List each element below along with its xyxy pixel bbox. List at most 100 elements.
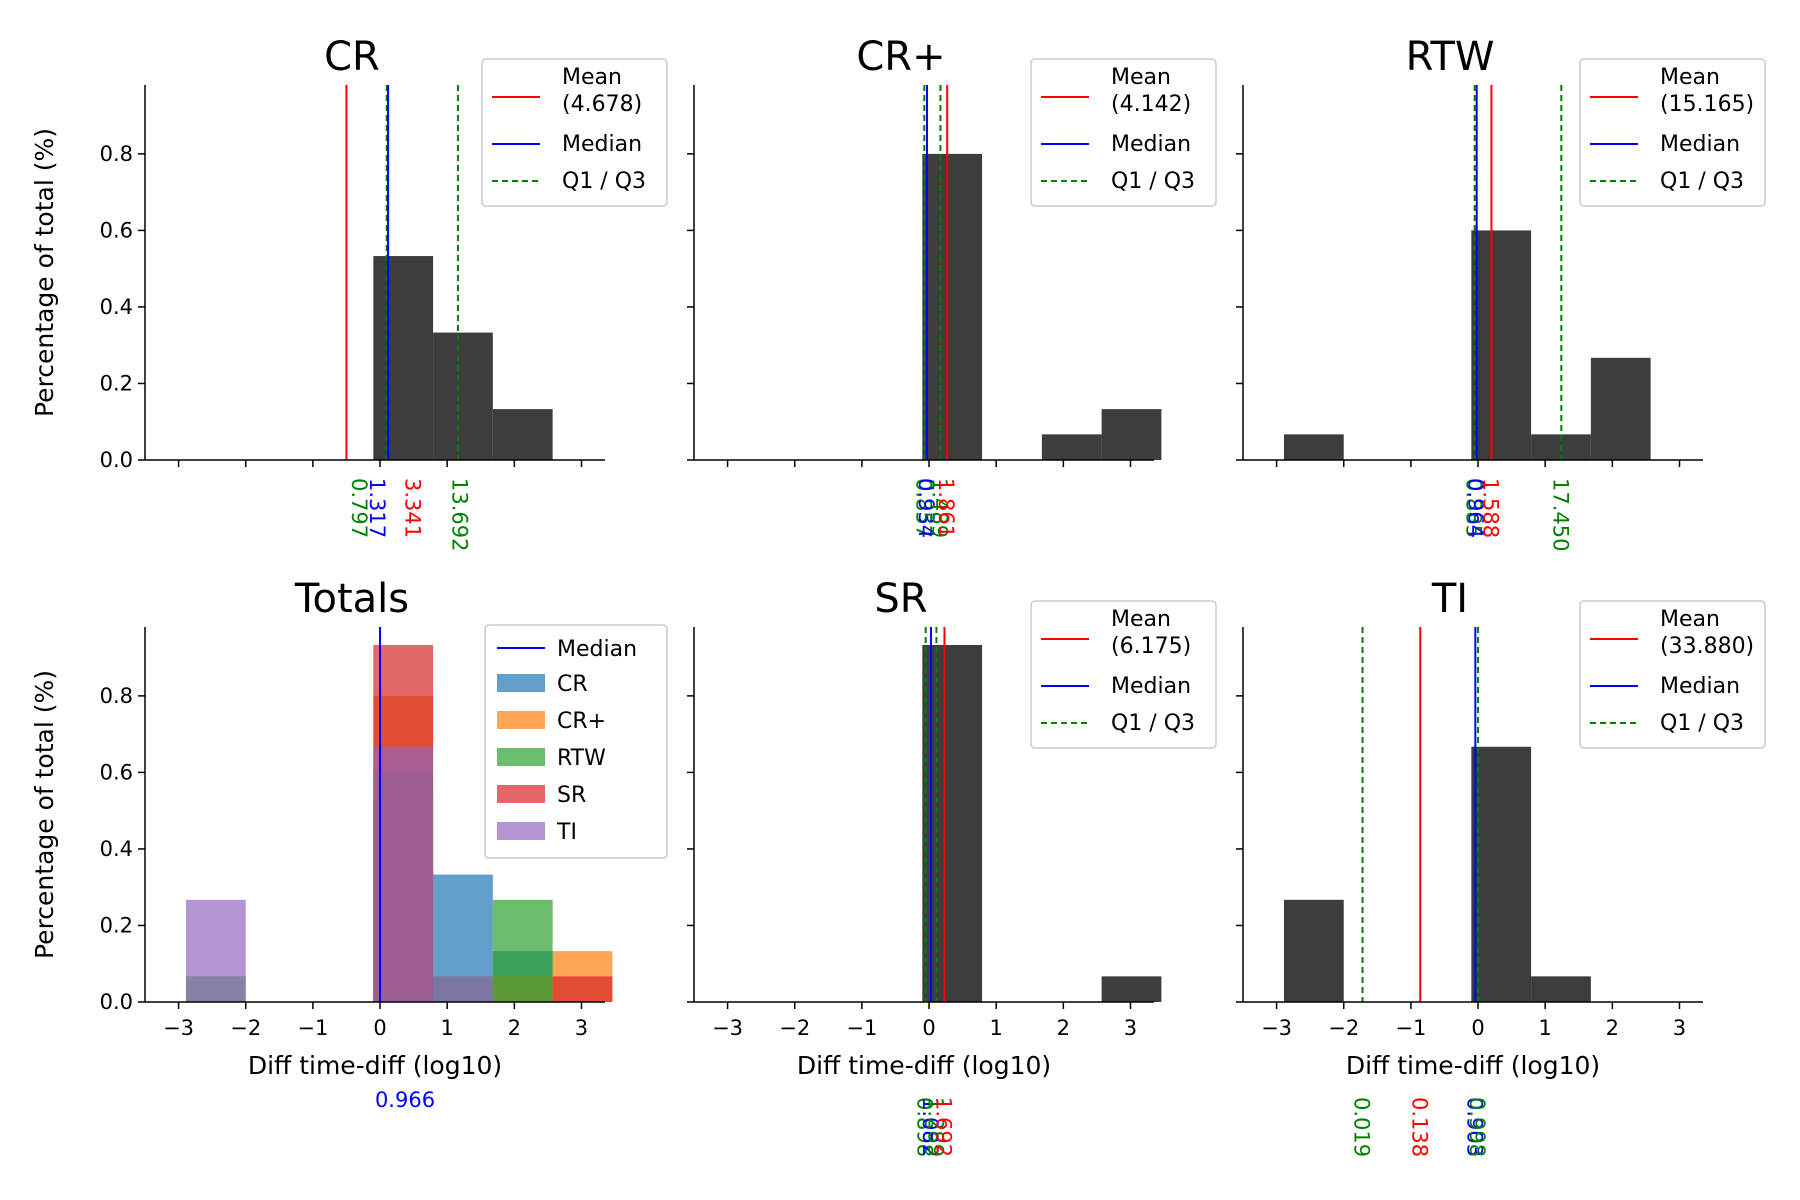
stat-value-label: 0.797 [347,478,371,538]
legend-mean-value: (33.880) [1660,634,1754,659]
chart-title: SR [874,576,927,622]
histogram-bar [433,332,493,460]
legend: Mean(33.880) Median Q1 / Q3 [1579,600,1766,749]
legend-swatch-ti [497,822,545,840]
histogram-bar [1283,899,1344,1002]
panel-sr: SR −3 −2 −1 0 1 2 3 Diff time-diff (log10) 0.8981… [687,576,1217,1157]
y-tick-label: 0.2 [100,371,133,395]
legend-box [1030,58,1217,207]
y-tick-label: 0.4 [100,837,133,861]
legend-box [1579,600,1766,749]
stat-value-label: 0.019 [1350,1097,1374,1157]
histogram-bar [1471,230,1532,460]
y-tick-label: 0.8 [100,142,133,166]
legend-box [1030,600,1217,749]
histogram-bar [1283,434,1344,460]
stat-value-label: 0.885 [1462,478,1486,538]
stat-value-label: 1.082 [918,1097,942,1157]
legend-swatch-sr [497,785,545,803]
y-tick-label: 0.6 [100,218,133,242]
stat-value-label: 17.450 [1548,478,1572,551]
y-tick-label: 0.8 [100,684,133,708]
stat-value-label: 0.857 [911,478,935,538]
legend-mean-value: (6.175) [1111,634,1191,659]
legend-median-label: Median [557,637,637,662]
histogram-bar [1041,434,1102,460]
panel-cr: CR 0.0 0.2 0.4 0.6 0.8 Percentage of total (%)… [30,34,668,551]
legend-swatch-crplus [497,711,545,729]
x-tick-label: 2 [1057,1016,1070,1040]
x-tick-label: −3 [1261,1016,1292,1040]
chart-title: RTW [1406,34,1495,80]
panel-totals: Totals −3 −2 −1 0 1 2 3 0.0 0.2 0.4 0.6 0.8 Percentag… [30,576,668,1112]
stat-value-label: 0.964 [1464,478,1488,538]
x-tick-label: −1 [297,1016,328,1040]
legend-mean-value: (4.142) [1111,92,1191,117]
panel-ti: TI −3 −2 −1 0 1 2 3 Diff time-diff (log10) 0.019 0… [1236,576,1766,1157]
legend: Mean(6.175) Median Q1 / Q3 [1030,600,1217,749]
x-tick-label: 0 [922,1016,935,1040]
chart-title: CR [324,34,380,80]
legend-median-label: Median [1111,132,1191,157]
legend-quartile-label: Q1 / Q3 [1111,711,1195,736]
x-tick-label: 0 [1471,1016,1484,1040]
legend-quartile-label: Q1 / Q3 [1111,169,1195,194]
legend-mean-label: Mean [1111,65,1171,90]
stat-value-label: 0.903 [1462,1097,1486,1157]
histogram-bar [373,256,434,460]
median-value-label: 0.966 [375,1088,435,1112]
legend: Mean(4.678) Median Q1 / Q3 [481,58,668,207]
bar-ti [373,746,434,1002]
stat-value-label: 1.861 [934,478,958,538]
bar-sr [552,976,613,1002]
x-tick-label: 3 [575,1016,588,1040]
histogram-bar [1101,976,1162,1002]
histogram-bar [922,153,983,460]
legend-label-ti: TI [556,820,577,845]
stat-value-label: 0.998 [1465,1097,1489,1157]
x-tick-label: 2 [1606,1016,1619,1040]
histogram-bar [1471,746,1532,1002]
x-tick-label: −2 [1328,1016,1359,1040]
y-tick-label: 0.2 [100,913,133,937]
histogram-bar [1531,976,1591,1002]
chart-title: CR+ [856,34,945,80]
x-tick-label: 1 [990,1016,1003,1040]
bar-rtw [492,899,553,1002]
legend-median-label: Median [1660,132,1740,157]
stat-value-label: 1.317 [365,478,389,538]
x-axis-label: Diff time-diff (log10) [1346,1051,1600,1080]
legend-median-label: Median [562,132,642,157]
legend-label-rtw: RTW [557,746,606,771]
x-tick-label: 2 [508,1016,521,1040]
chart-title: TI [1431,576,1468,622]
y-tick-label: 0.0 [100,448,133,472]
legend-mean-label: Mean [1660,65,1720,90]
legend-mean-label: Mean [1111,607,1171,632]
bar-ti [433,976,493,1002]
x-axis-label: Diff time-diff (log10) [797,1051,1051,1080]
y-tick-label: 0.0 [100,990,133,1014]
legend-mean-value: (15.165) [1660,92,1754,117]
legend-mean-value: (4.678) [562,92,642,117]
x-tick-label: −1 [1395,1016,1426,1040]
stat-value-label: 13.692 [448,478,472,551]
legend-box [481,58,668,207]
x-tick-label: −3 [712,1016,743,1040]
x-tick-label: −2 [230,1016,261,1040]
legend: Mean(15.165) Median Q1 / Q3 [1579,58,1766,207]
x-tick-label: −1 [846,1016,877,1040]
x-tick-label: 1 [441,1016,454,1040]
legend-mean-label: Mean [562,65,622,90]
chart-title: Totals [294,576,409,622]
stat-value-label: 1.289 [923,1097,947,1157]
x-tick-label: 3 [1124,1016,1137,1040]
y-tick-label: 0.6 [100,760,133,784]
legend-label-sr: SR [557,783,586,808]
stat-value-label: 0.934 [914,478,938,538]
legend: Mean(4.142) Median Q1 / Q3 [1030,58,1217,207]
stat-value-label: 3.341 [401,478,425,538]
